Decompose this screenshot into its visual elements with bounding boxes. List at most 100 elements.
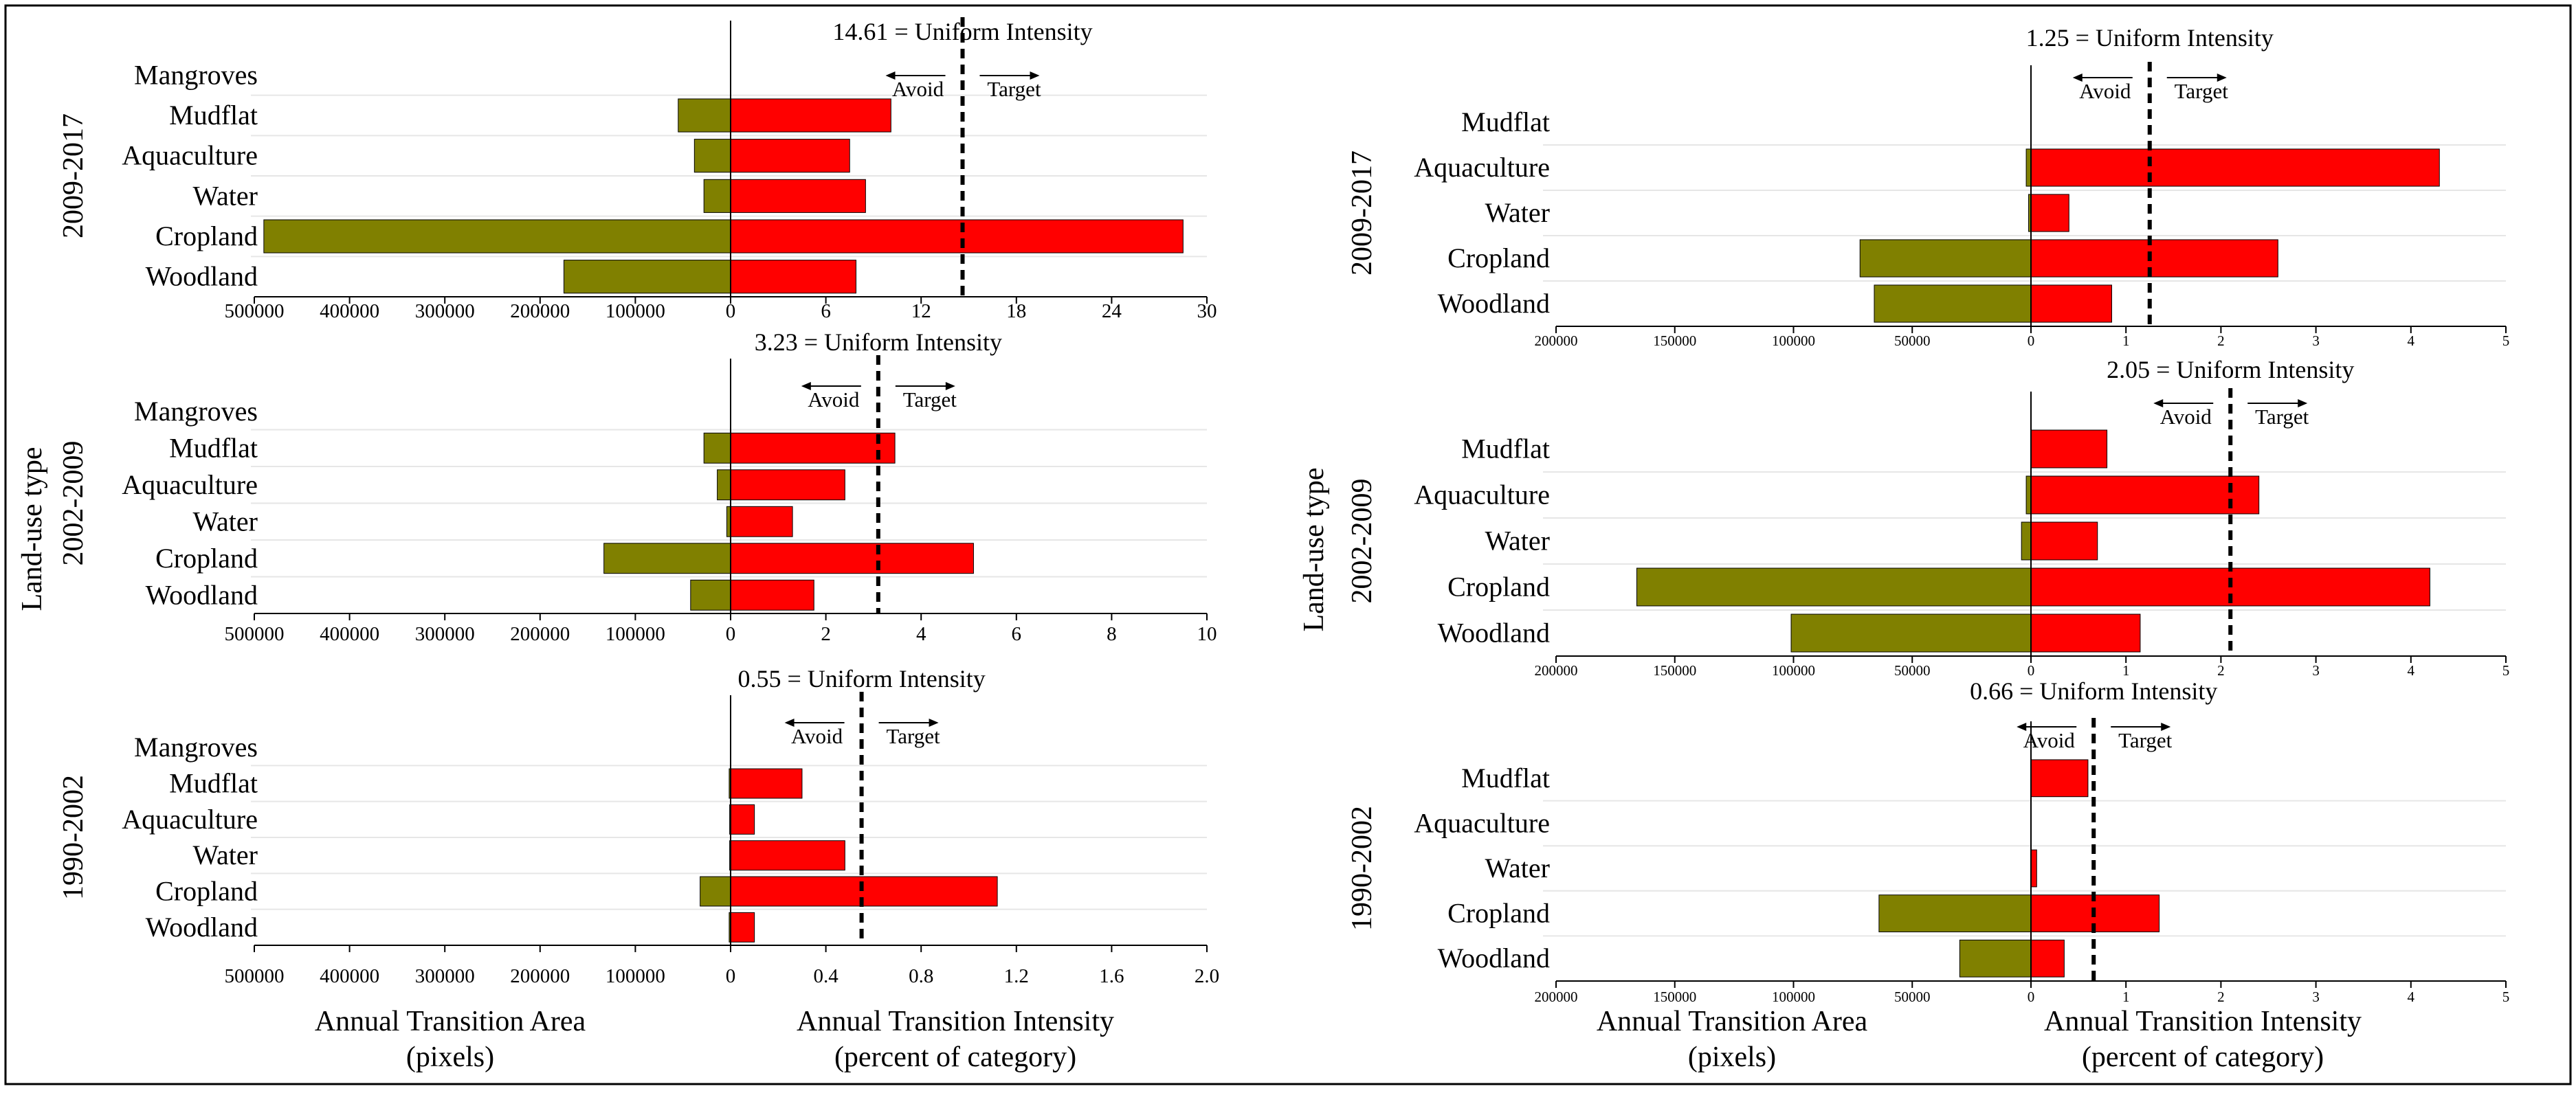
target-label: Target [2175, 79, 2229, 103]
intensity-tick-label: 5 [2502, 989, 2510, 1005]
avoid-label: Avoid [2160, 405, 2212, 429]
area-tick-label: 100000 [606, 300, 665, 322]
intensity-bar-aquaculture [730, 139, 850, 173]
intensity-bar-woodland [2030, 939, 2065, 978]
area-tick-label: 0 [2028, 333, 2035, 349]
category-label-mangroves: Mangroves [134, 59, 258, 90]
right-area-unit: (pixels) [1688, 1041, 1776, 1073]
area-bar-water [2021, 521, 2032, 561]
target-label: Target [987, 77, 1041, 101]
category-label-aquaculture: Aquaculture [1414, 807, 1550, 838]
area-tick-label: 100000 [1772, 662, 1815, 679]
intensity-tick-label: 3 [2312, 333, 2320, 349]
period-label-2002-2009: 2002-2009 [58, 441, 89, 566]
intensity-tick-label: 1.2 [1004, 965, 1029, 987]
left-footer: Annual Transition Area (pixels) Annual T… [315, 1006, 1114, 1073]
avoid-arrowhead [2153, 399, 2164, 407]
category-label-woodland: Woodland [1438, 618, 1550, 649]
panel-left-2002-2009: Mangroves Mudflat Aquaculture Water Cropland… [58, 328, 1217, 645]
area-bar-woodland [1959, 939, 2032, 978]
intensity-tick-label: 4 [2408, 333, 2415, 349]
area-tick-label: 500000 [225, 623, 285, 645]
uniform-intensity-label: 3.23 = Uniform Intensity [755, 328, 1002, 356]
area-tick-label: 0 [726, 623, 736, 645]
area-bar-aquaculture [2025, 148, 2032, 187]
left-intensity-unit: (percent of category) [834, 1041, 1076, 1073]
intensity-bar-cropland [730, 543, 974, 574]
area-tick-label: 100000 [1772, 989, 1815, 1005]
area-bar-cropland [1878, 894, 2032, 932]
intensity-bar-mudflat [730, 768, 803, 799]
area-bar-mudflat [703, 432, 731, 464]
category-label-woodland: Woodland [1438, 288, 1550, 319]
intensity-tick-label: 2.0 [1195, 965, 1219, 987]
area-tick-label: 400000 [320, 623, 379, 645]
intensity-tick-label: 1 [2122, 662, 2130, 679]
avoid-arrowhead [2072, 74, 2083, 82]
area-tick-label: 200000 [510, 300, 570, 322]
panel-right-1990-2002: Mudflat Aquaculture Water Cropland Woodland 2… [1346, 677, 2509, 1005]
avoid-label: Avoid [791, 724, 843, 748]
intensity-bar-mudflat [2030, 429, 2108, 469]
category-label-cropland: Cropland [1447, 572, 1550, 602]
intensity-tick-label: 12 [911, 300, 931, 322]
intensity-tick-label: 10 [1197, 623, 1217, 645]
area-tick-label: 0 [2028, 662, 2035, 679]
avoid-label: Avoid [808, 387, 860, 412]
y-axis-label-right: Land-use type [1298, 467, 1330, 631]
area-tick-label: 400000 [320, 300, 379, 322]
avoid-label: Avoid [2079, 79, 2131, 103]
area-tick-label: 300000 [415, 300, 475, 322]
category-label-water: Water [1485, 526, 1551, 556]
area-tick-label: 100000 [606, 623, 665, 645]
area-tick-label: 50000 [1894, 662, 1931, 679]
right-intensity-title: Annual Transition Intensity [2044, 1006, 2362, 1037]
uniform-intensity-label: 14.61 = Uniform Intensity [832, 18, 1092, 45]
target-arrowhead [2298, 399, 2308, 407]
period-label-1990-2002: 1990-2002 [58, 775, 89, 900]
area-tick-label: 0 [2028, 989, 2035, 1005]
area-tick-label: 200000 [510, 623, 570, 645]
category-label-aquaculture: Aquaculture [1414, 152, 1550, 183]
right-footer: Annual Transition Area (pixels) Annual T… [1597, 1006, 2362, 1073]
intensity-tick-label: 4 [2408, 662, 2415, 679]
intensity-tick-label: 5 [2502, 662, 2510, 679]
area-tick-label: 500000 [225, 300, 285, 322]
panels: Mangroves Mudflat Aquaculture Water Cropland… [58, 17, 2509, 1005]
panel-left-1990-2002: Mangroves Mudflat Aquaculture Water Cropland… [58, 665, 1219, 987]
intensity-tick-label: 3 [2312, 989, 2320, 1005]
intensity-tick-label: 1 [2122, 333, 2130, 349]
left-area-unit: (pixels) [406, 1041, 494, 1073]
area-tick-label: 300000 [415, 965, 475, 987]
area-tick-label: 0 [726, 965, 736, 987]
category-label-aquaculture: Aquaculture [122, 469, 258, 500]
intensity-tick-label: 2 [2217, 662, 2225, 679]
intensity-tick-label: 0.4 [813, 965, 839, 987]
intensity-tick-label: 24 [1102, 300, 1122, 322]
category-label-mudflat: Mudflat [169, 432, 258, 463]
area-bar-cropland [1859, 239, 2032, 278]
area-bar-woodland [563, 260, 731, 294]
avoid-arrowhead [784, 719, 795, 727]
period-label-2009-2017: 2009-2017 [58, 113, 89, 238]
intensity-tick-label: 5 [2502, 333, 2510, 349]
left-intensity-title: Annual Transition Intensity [797, 1006, 1114, 1037]
intensity-bar-cropland [730, 876, 998, 907]
area-tick-label: 150000 [1653, 989, 1696, 1005]
intensity-tick-label: 2 [821, 623, 831, 645]
area-tick-label: 50000 [1894, 989, 1931, 1005]
intensity-tick-label: 6 [821, 300, 831, 322]
target-arrowhead [1030, 71, 1040, 80]
area-bar-woodland [690, 579, 731, 611]
intensity-bar-mudflat [730, 98, 891, 133]
period-label-2002-2009: 2002-2009 [1346, 479, 1378, 604]
intensity-tick-label: 6 [1012, 623, 1022, 645]
area-tick-label: 150000 [1653, 333, 1696, 349]
category-label-mudflat: Mudflat [1461, 433, 1550, 464]
target-arrowhead [929, 719, 939, 727]
category-label-aquaculture: Aquaculture [122, 804, 258, 835]
category-label-mudflat: Mudflat [1461, 763, 1550, 793]
category-label-water: Water [193, 180, 258, 211]
area-tick-label: 150000 [1653, 662, 1696, 679]
